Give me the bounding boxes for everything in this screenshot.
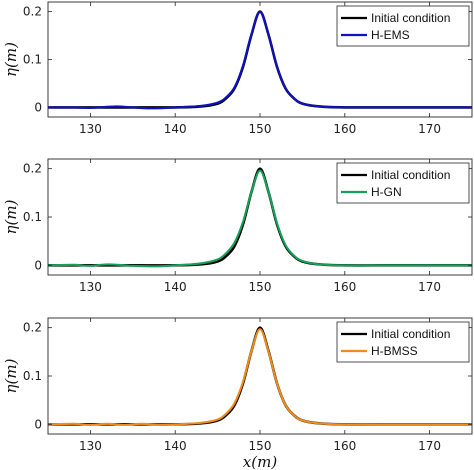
y-tick-label: 0 — [34, 100, 42, 114]
y-tick-label: 0.2 — [23, 321, 42, 335]
x-tick-label: 170 — [418, 439, 441, 453]
legend-box — [336, 5, 470, 47]
x-tick-label: 130 — [79, 280, 102, 294]
series-group — [48, 167, 472, 268]
y-tick-label: 0 — [34, 417, 42, 431]
x-tick-label: 150 — [249, 122, 272, 136]
x-tick-label: 130 — [79, 439, 102, 453]
y-axis-label: η(m) — [2, 199, 20, 234]
series-line-model — [48, 11, 472, 110]
legend-label: H-BMSS — [371, 344, 418, 358]
legend: Initial condition H-EMS — [336, 5, 470, 47]
chart-panel-3: 130 140 150 160 170 0 0.1 0.2 η(m) x(m) Initial co… — [2, 317, 473, 470]
legend-label: H-GN — [371, 185, 402, 199]
chart-panel-2: 130 140 150 160 170 0 0.1 0.2 η(m) Initial condit… — [2, 158, 473, 294]
y-tick-label: 0.1 — [23, 210, 42, 224]
y-tick-label: 0 — [34, 258, 42, 272]
x-tick-label: 170 — [418, 122, 441, 136]
x-tick-label: 150 — [249, 439, 272, 453]
series-group — [48, 10, 472, 110]
legend-label: Initial condition — [371, 11, 450, 25]
x-tick-label: 160 — [333, 439, 356, 453]
legend-label: H-EMS — [371, 28, 410, 42]
x-tick-label: 170 — [418, 280, 441, 294]
series-line-model — [48, 328, 472, 426]
x-tick-label: 160 — [333, 122, 356, 136]
x-tick-label: 140 — [164, 439, 187, 453]
series-group — [48, 326, 472, 426]
legend-label: Initial condition — [371, 327, 450, 341]
x-tick-label: 150 — [249, 280, 272, 294]
legend: Initial condition H-BMSS — [336, 321, 470, 363]
y-axis-label: η(m) — [2, 42, 20, 77]
chart-panel-1: 130 140 150 160 170 0 0.1 0.2 η(m) Initial condit… — [2, 1, 473, 136]
y-tick-label: 0.1 — [23, 369, 42, 383]
y-tick-label: 0.1 — [23, 53, 42, 67]
x-tick-label: 160 — [333, 280, 356, 294]
legend-label: Initial condition — [371, 168, 450, 182]
series-line-model — [48, 169, 472, 268]
y-tick-label: 0.2 — [23, 5, 42, 19]
legend-box — [336, 162, 470, 204]
legend-box — [336, 321, 470, 363]
x-tick-label: 140 — [164, 122, 187, 136]
y-tick-label: 0.2 — [23, 162, 42, 176]
x-tick-label: 140 — [164, 280, 187, 294]
x-axis-label: x(m) — [243, 453, 278, 470]
legend: Initial condition H-GN — [336, 162, 470, 204]
x-tick-label: 130 — [79, 122, 102, 136]
y-axis-label: η(m) — [2, 358, 20, 393]
